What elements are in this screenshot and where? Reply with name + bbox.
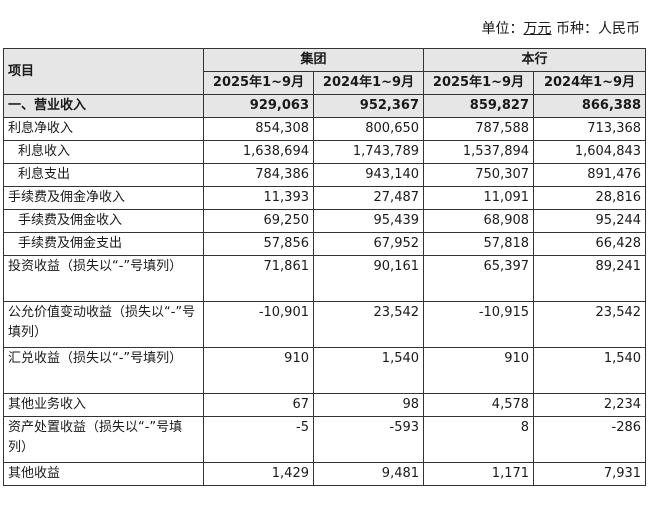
cell-value: 891,476 bbox=[533, 163, 647, 187]
cell-value: 1,537,894 bbox=[423, 140, 535, 164]
cell-value: 910 bbox=[423, 347, 535, 394]
cell-value: 98 bbox=[312, 393, 425, 417]
currency-text: 币种：人民币 bbox=[551, 21, 640, 37]
row-label: 利息收入 bbox=[3, 140, 204, 164]
row-label: 公允价值变动收益（损失以“-”号填列） bbox=[3, 301, 204, 348]
table-row: 公允价值变动收益（损失以“-”号填列） -10,901 23,542 -10,9… bbox=[3, 301, 647, 348]
cell-value: 7,931 bbox=[533, 462, 647, 486]
cell-value: 943,140 bbox=[312, 163, 425, 187]
row-label: 利息净收入 bbox=[3, 117, 204, 141]
cell-value: 95,244 bbox=[533, 209, 647, 233]
cell-value: 8 bbox=[423, 416, 535, 463]
cell-value: 854,308 bbox=[203, 117, 314, 141]
cell-value: 27,487 bbox=[312, 186, 425, 210]
row-label: 其他业务收入 bbox=[3, 393, 204, 417]
cell-value: 9,481 bbox=[312, 462, 425, 486]
cell-value: 95,439 bbox=[312, 209, 425, 233]
row-label: 资产处置收益（损失以“-”号填列） bbox=[3, 416, 204, 463]
cell-value: 800,650 bbox=[312, 117, 425, 141]
cell-value: 4,578 bbox=[423, 393, 535, 417]
header-group: 集团 bbox=[202, 48, 425, 72]
cell-value: 750,307 bbox=[423, 163, 535, 187]
cell-value: -5 bbox=[203, 416, 314, 463]
row-label: 投资收益（损失以“-”号填列） bbox=[3, 255, 204, 302]
row-label: 其他收益 bbox=[3, 462, 204, 486]
row-label: 手续费及佣金收入 bbox=[3, 209, 204, 233]
table-row: 手续费及佣金收入 69,250 95,439 68,908 95,244 bbox=[3, 209, 647, 233]
table-row: 其他收益 1,429 9,481 1,171 7,931 bbox=[3, 462, 647, 486]
cell-value: -593 bbox=[312, 416, 425, 463]
cell-value: 2,234 bbox=[533, 393, 647, 417]
row-label: 手续费及佣金净收入 bbox=[3, 186, 204, 210]
cell-value: 57,856 bbox=[203, 232, 314, 256]
cell-value: 90,161 bbox=[312, 255, 425, 302]
cell-value: 866,388 bbox=[533, 94, 647, 118]
cell-value: 952,367 bbox=[312, 94, 425, 118]
unit-currency-line: 单位：万元 币种：人民币 bbox=[482, 18, 640, 38]
cell-value: 28,816 bbox=[533, 186, 647, 210]
cell-value: 1,171 bbox=[423, 462, 535, 486]
cell-value: 67,952 bbox=[312, 232, 425, 256]
table-row: 资产处置收益（损失以“-”号填列） -5 -593 8 -286 bbox=[3, 416, 647, 463]
cell-value: 1,743,789 bbox=[312, 140, 425, 164]
income-statement-table: 项目 集团 本行 2025年1~9月 2024年1~9月 2025年1~9月 2… bbox=[3, 48, 647, 486]
cell-value: 71,861 bbox=[203, 255, 314, 302]
header-period-3: 2025年1~9月 bbox=[423, 71, 535, 95]
cell-value: 65,397 bbox=[423, 255, 535, 302]
header-period-4: 2024年1~9月 bbox=[533, 71, 647, 95]
table-row: 利息净收入 854,308 800,650 787,588 713,368 bbox=[3, 117, 647, 141]
row-label: 利息支出 bbox=[3, 163, 204, 187]
row-label: 汇兑收益（损失以“-”号填列） bbox=[3, 347, 204, 394]
header-period-1: 2025年1~9月 bbox=[203, 71, 314, 95]
table-row: 其他业务收入 67 98 4,578 2,234 bbox=[3, 393, 647, 417]
cell-value: 66,428 bbox=[533, 232, 647, 256]
table-row: 手续费及佣金净收入 11,393 27,487 11,091 28,816 bbox=[3, 186, 647, 210]
header-bank: 本行 bbox=[423, 48, 647, 72]
cell-value: -10,901 bbox=[203, 301, 314, 348]
cell-value: 23,542 bbox=[533, 301, 647, 348]
table-row: 汇兑收益（损失以“-”号填列） 910 1,540 910 1,540 bbox=[3, 347, 647, 394]
unit-value: 万元 bbox=[523, 21, 552, 37]
cell-value: -286 bbox=[533, 416, 647, 463]
cell-value: 89,241 bbox=[533, 255, 647, 302]
table-row: 投资收益（损失以“-”号填列） 71,861 90,161 65,397 89,… bbox=[3, 255, 647, 302]
row-label: 手续费及佣金支出 bbox=[3, 232, 204, 256]
cell-value: 69,250 bbox=[203, 209, 314, 233]
cell-value: 859,827 bbox=[423, 94, 535, 118]
cell-value: 1,638,694 bbox=[203, 140, 314, 164]
cell-value: 787,588 bbox=[423, 117, 535, 141]
cell-value: 68,908 bbox=[423, 209, 535, 233]
cell-value: 57,818 bbox=[423, 232, 535, 256]
cell-value: 11,091 bbox=[423, 186, 535, 210]
row-label: 一、营业收入 bbox=[3, 94, 204, 118]
cell-value: 11,393 bbox=[203, 186, 314, 210]
cell-value: 1,604,843 bbox=[533, 140, 647, 164]
cell-value: 1,429 bbox=[203, 462, 314, 486]
header-period-2: 2024年1~9月 bbox=[312, 71, 425, 95]
cell-value: 23,542 bbox=[312, 301, 425, 348]
cell-value: 713,368 bbox=[533, 117, 647, 141]
cell-value: 910 bbox=[203, 347, 314, 394]
cell-value: 1,540 bbox=[533, 347, 647, 394]
table-row: 利息支出 784,386 943,140 750,307 891,476 bbox=[3, 163, 647, 187]
cell-value: 784,386 bbox=[203, 163, 314, 187]
table-row: 一、营业收入 929,063 952,367 859,827 866,388 bbox=[3, 94, 647, 118]
cell-value: 1,540 bbox=[312, 347, 425, 394]
table-row: 利息收入 1,638,694 1,743,789 1,537,894 1,604… bbox=[3, 140, 647, 164]
cell-value: 929,063 bbox=[203, 94, 314, 118]
unit-prefix: 单位： bbox=[481, 21, 524, 37]
cell-value: 67 bbox=[203, 393, 314, 417]
cell-value: -10,915 bbox=[423, 301, 535, 348]
table-row: 手续费及佣金支出 57,856 67,952 57,818 66,428 bbox=[3, 232, 647, 256]
header-item: 项目 bbox=[3, 48, 204, 95]
